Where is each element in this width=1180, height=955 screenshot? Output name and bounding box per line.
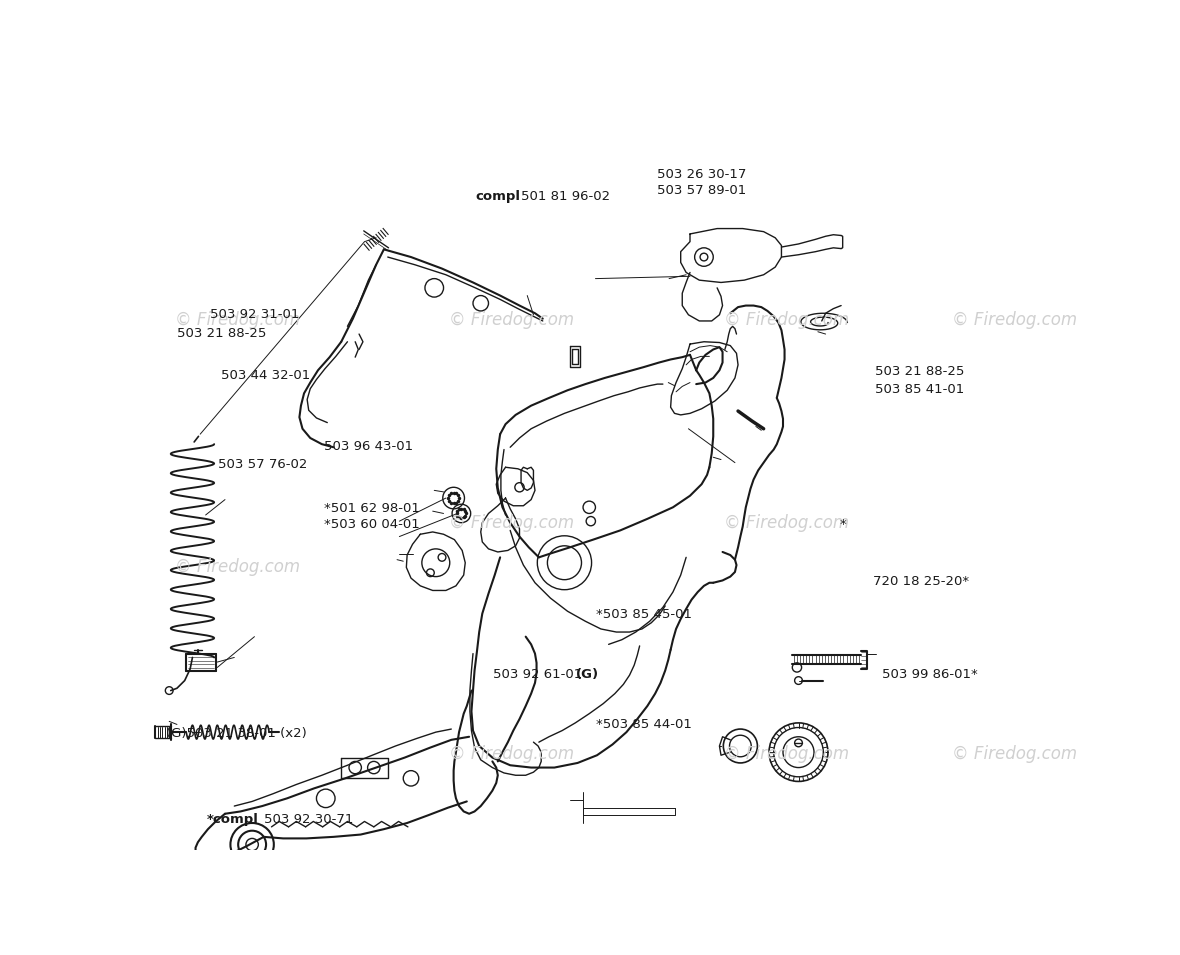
Text: 503 92 31-01: 503 92 31-01 [210,308,299,321]
Text: *503 60 04-01: *503 60 04-01 [324,519,420,531]
Text: *compl: *compl [206,813,258,825]
Text: © Firedog.com: © Firedog.com [175,558,300,576]
Text: (G): (G) [576,668,598,682]
Text: *503 85 44-01: *503 85 44-01 [596,718,691,732]
Text: © Firedog.com: © Firedog.com [450,514,575,532]
Text: 503 44 32-01: 503 44 32-01 [221,370,310,382]
Text: 503 57 89-01: 503 57 89-01 [657,184,746,197]
Text: 503 96 43-01: 503 96 43-01 [324,440,413,454]
Text: 501 81 96-02: 501 81 96-02 [520,190,610,202]
Text: 503 26 30-17: 503 26 30-17 [657,168,746,181]
Text: © Firedog.com: © Firedog.com [450,745,575,763]
Text: *: * [840,519,846,531]
Text: © Firedog.com: © Firedog.com [952,745,1077,763]
Text: © Firedog.com: © Firedog.com [175,311,300,329]
Text: 503 21 88-25: 503 21 88-25 [874,366,964,378]
Text: 503 99 86-01*: 503 99 86-01* [881,668,977,682]
Text: compl: compl [474,190,520,202]
Text: *503 85 45-01: *503 85 45-01 [596,608,691,621]
Text: 503 57 76-02: 503 57 76-02 [218,458,307,471]
Text: © Firedog.com: © Firedog.com [723,745,848,763]
Text: *501 62 98-01: *501 62 98-01 [324,501,420,515]
Text: 503 92 61-01: 503 92 61-01 [493,668,586,682]
Text: © Firedog.com: © Firedog.com [952,311,1077,329]
Text: 503 92 30-71: 503 92 30-71 [263,813,353,825]
Text: © Firedog.com: © Firedog.com [450,311,575,329]
Text: 503 21 88-25: 503 21 88-25 [177,328,267,340]
Text: 720 18 25-20*: 720 18 25-20* [873,575,969,588]
Text: © Firedog.com: © Firedog.com [723,311,848,329]
Text: (G)503 21 38-01 (x2): (G)503 21 38-01 (x2) [165,728,307,740]
Text: © Firedog.com: © Firedog.com [723,514,848,532]
Text: 503 85 41-01: 503 85 41-01 [874,383,964,396]
